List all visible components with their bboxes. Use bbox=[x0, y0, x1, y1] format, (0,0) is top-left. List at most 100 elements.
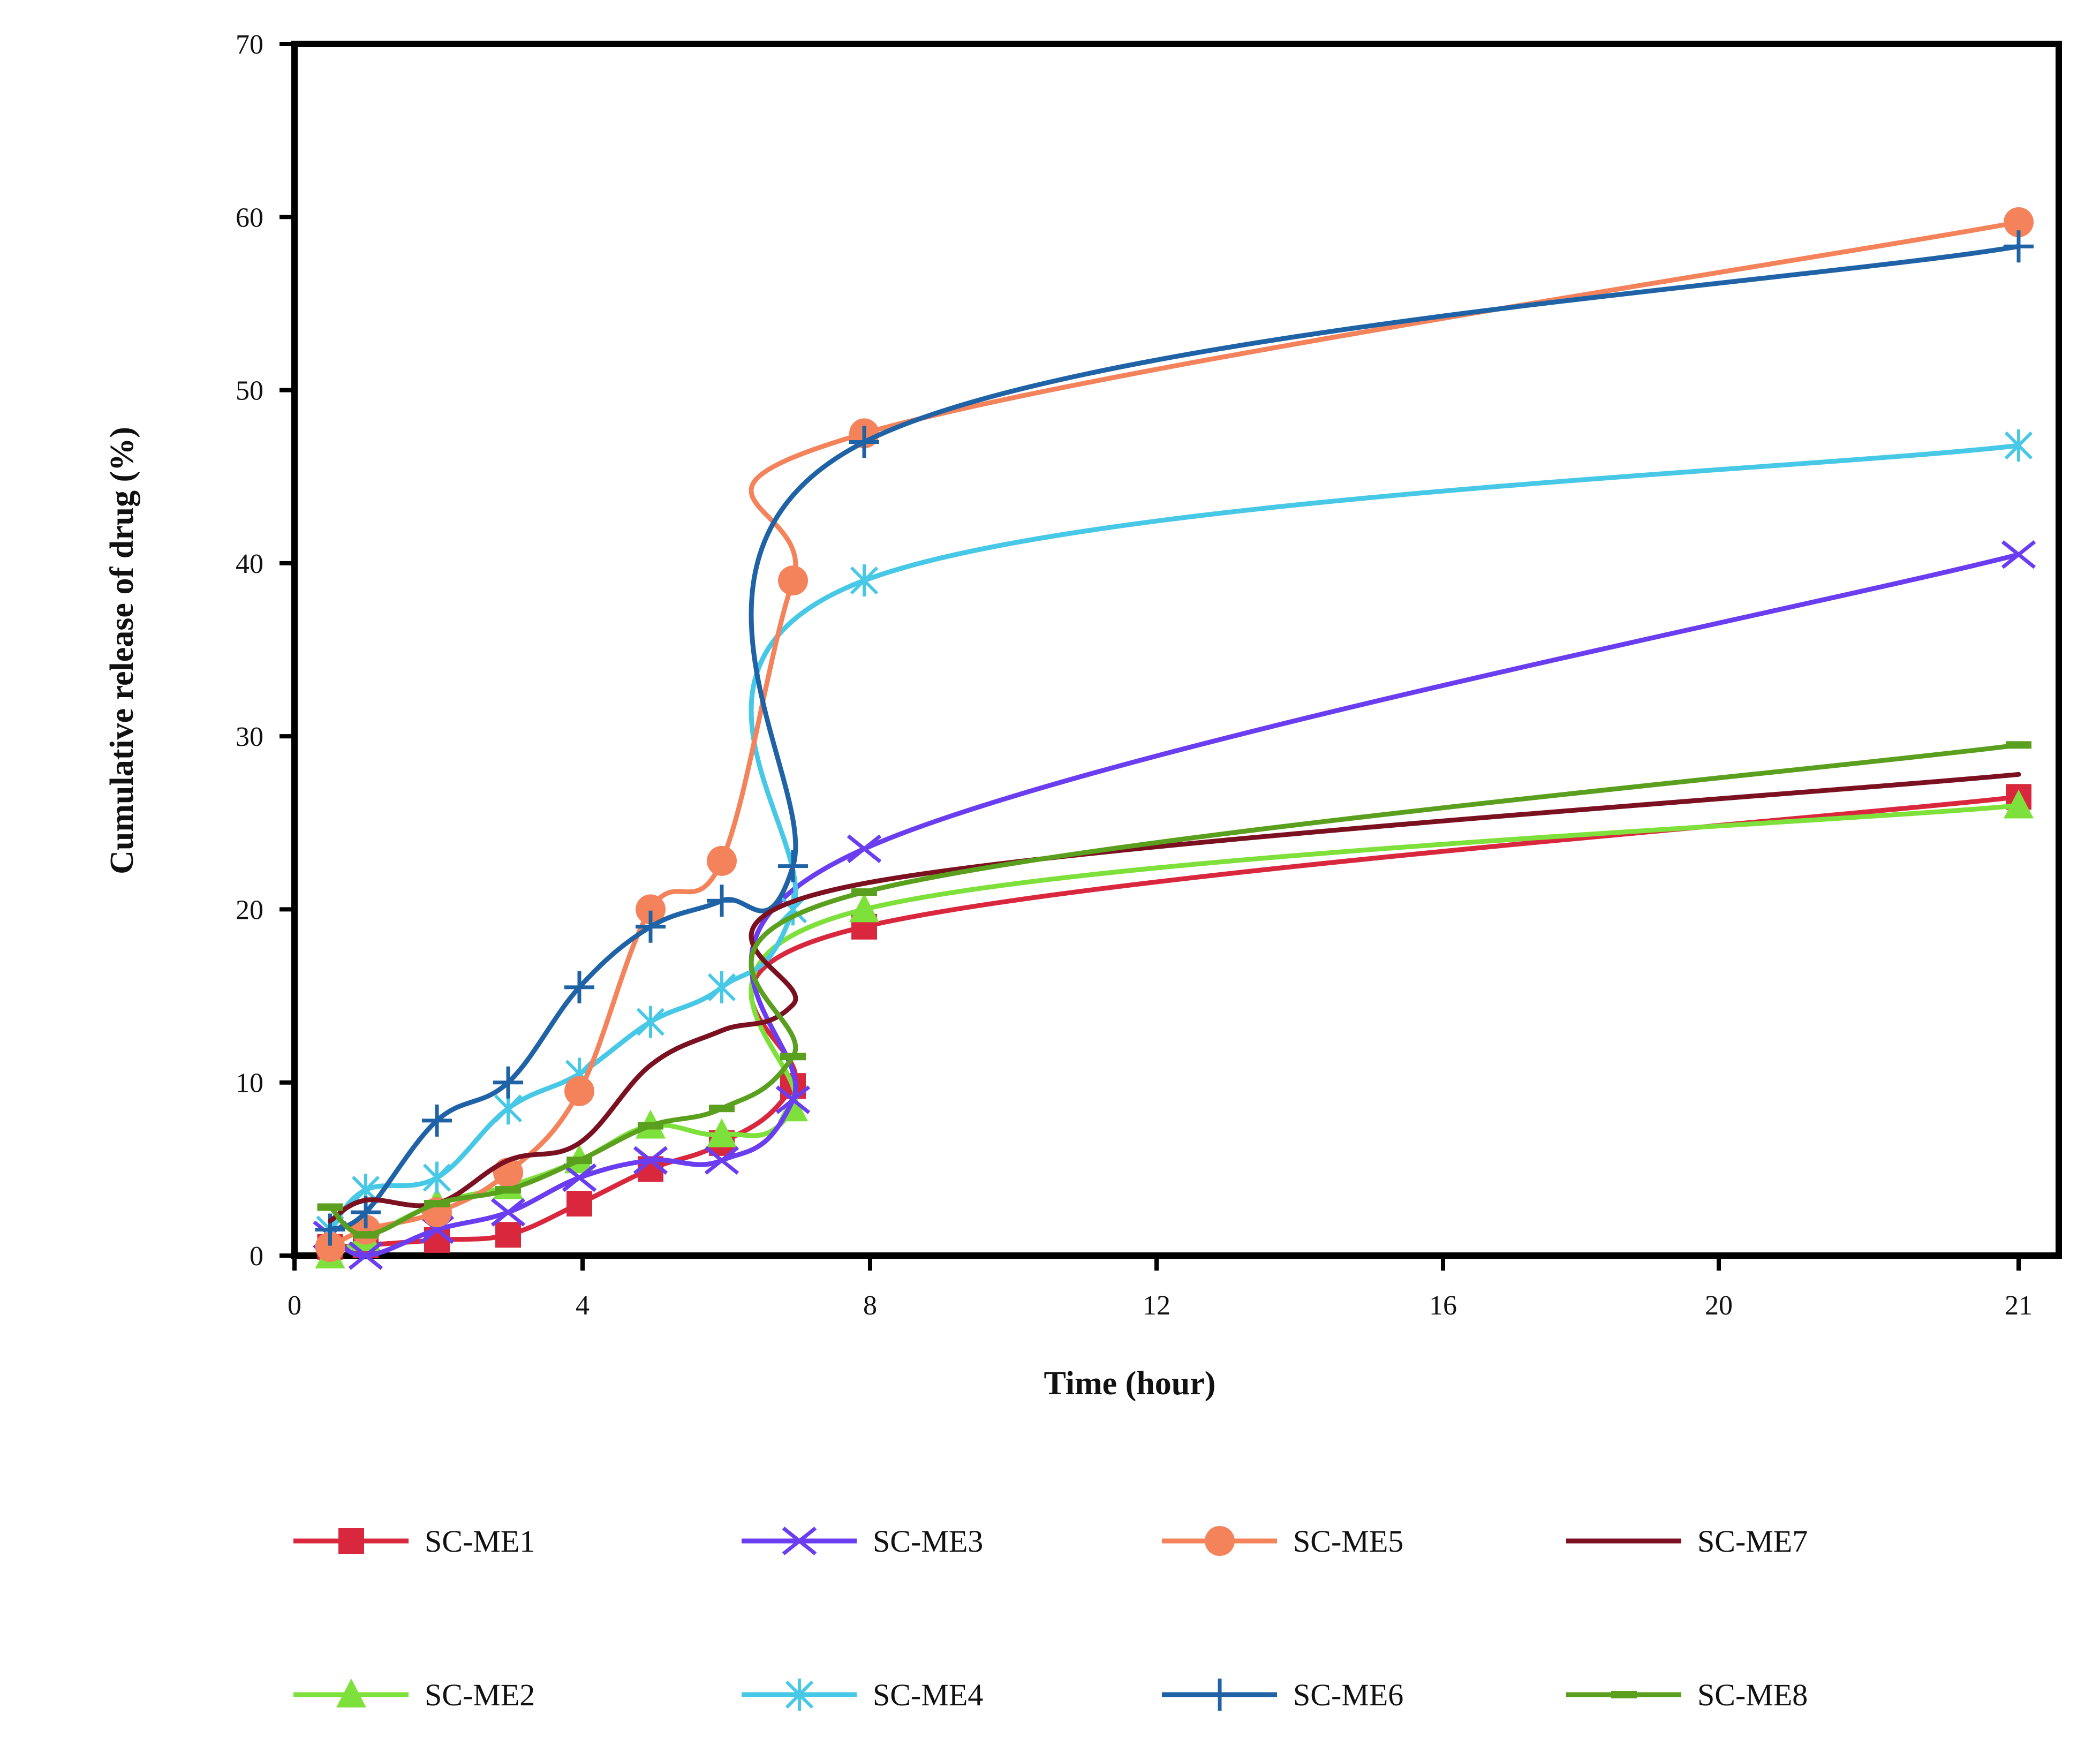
y-tick-label: 70 bbox=[236, 29, 263, 60]
sc-me5-point bbox=[2004, 207, 2034, 237]
legend-item-sc-me8: SC-ME8 bbox=[1566, 1677, 1808, 1712]
legend-marker-sc-me5 bbox=[1205, 1526, 1235, 1556]
sc-me5-point bbox=[315, 1231, 345, 1262]
x-tick-label: 8 bbox=[863, 1290, 877, 1321]
series-sc-me7 bbox=[328, 772, 2021, 1223]
sc-me8-point bbox=[851, 888, 877, 896]
series-sc-me5 bbox=[315, 207, 2034, 1262]
x-tick-label: 20 bbox=[1705, 1290, 1733, 1321]
legend-label-sc-me8: SC-ME8 bbox=[1697, 1677, 1808, 1712]
sc-me3-point bbox=[562, 1163, 597, 1192]
legend: SC-ME1 SC-ME3 SC-ME5 SC-ME7 SC-ME2 SC-ME4 SC-M… bbox=[293, 1524, 1808, 1712]
series-sc-me4 bbox=[316, 429, 2033, 1246]
legend-label-sc-me4: SC-ME4 bbox=[873, 1677, 983, 1712]
sc-me6-point bbox=[707, 885, 737, 917]
sc-me4-point bbox=[422, 1161, 451, 1194]
sc-me5-point bbox=[636, 894, 666, 925]
sc-me6-point bbox=[636, 910, 666, 943]
x-tick-label: 12 bbox=[1143, 1290, 1170, 1321]
sc-me2-line bbox=[328, 803, 2021, 1258]
series-sc-me1 bbox=[317, 784, 2031, 1260]
sc-me8-point bbox=[638, 1122, 663, 1130]
sc-me3-point bbox=[775, 1085, 811, 1114]
legend-marker-sc-me3 bbox=[782, 1527, 817, 1555]
sc-me8-point bbox=[780, 1053, 806, 1061]
sc-me1-point bbox=[495, 1222, 521, 1248]
sc-me1-line bbox=[328, 794, 2021, 1250]
sc-me2-point bbox=[849, 893, 879, 923]
sc-me3-point bbox=[490, 1198, 526, 1227]
sc-me3-line bbox=[328, 552, 2021, 1258]
sc-me8-point bbox=[2006, 741, 2031, 749]
sc-me3-point bbox=[633, 1146, 668, 1175]
y-tick-label: 50 bbox=[236, 376, 263, 406]
legend-marker-sc-me8 bbox=[1611, 1691, 1637, 1698]
x-tick-label: 21 bbox=[2005, 1290, 2033, 1321]
x-axis: 0 4 8 12 16 20 21 bbox=[288, 1256, 2033, 1321]
x-axis-title: Time (hour) bbox=[1044, 1365, 1216, 1402]
legend-label-sc-me1: SC-ME1 bbox=[425, 1524, 535, 1559]
y-tick-label: 0 bbox=[250, 1241, 263, 1272]
legend-label-sc-me5: SC-ME5 bbox=[1293, 1524, 1403, 1559]
sc-me8-point bbox=[495, 1186, 521, 1194]
legend-marker-sc-me4 bbox=[785, 1679, 814, 1711]
sc-me8-line bbox=[328, 742, 2021, 1237]
x-tick-label: 4 bbox=[576, 1290, 590, 1321]
legend-item-sc-me1: SC-ME1 bbox=[293, 1524, 535, 1559]
sc-me8-point bbox=[317, 1203, 343, 1211]
sc-me6-line bbox=[328, 244, 2021, 1232]
y-tick-label: 10 bbox=[236, 1068, 263, 1099]
sc-me5-point bbox=[564, 1076, 594, 1106]
sc-me4-point bbox=[850, 564, 879, 597]
series-layer bbox=[313, 207, 2036, 1270]
sc-me7-line bbox=[328, 772, 2021, 1223]
y-tick-label: 20 bbox=[236, 895, 263, 925]
legend-item-sc-me5: SC-ME5 bbox=[1162, 1524, 1403, 1559]
sc-me5-point bbox=[707, 845, 737, 876]
legend-marker-sc-me2 bbox=[336, 1679, 366, 1707]
legend-item-sc-me3: SC-ME3 bbox=[742, 1524, 983, 1559]
x-tick-label: 0 bbox=[288, 1290, 301, 1321]
legend-marker-sc-me6 bbox=[1205, 1679, 1235, 1711]
sc-me5-line bbox=[328, 220, 2021, 1250]
series-sc-me6 bbox=[315, 230, 2034, 1246]
y-axis: 0 10 20 30 40 50 60 70 bbox=[236, 29, 294, 1272]
plot-frame bbox=[291, 41, 2062, 1259]
sc-me8-point bbox=[353, 1231, 379, 1239]
y-axis-title: Cumulative release of drug (%) bbox=[104, 427, 140, 874]
legend-item-sc-me2: SC-ME2 bbox=[293, 1677, 535, 1712]
sc-me6-point bbox=[422, 1104, 452, 1137]
sc-me6-point bbox=[2004, 230, 2034, 263]
x-tick-label: 16 bbox=[1429, 1290, 1457, 1321]
sc-me4-point bbox=[2004, 429, 2033, 462]
sc-me8-point bbox=[424, 1200, 450, 1208]
legend-item-sc-me7: SC-ME7 bbox=[1566, 1524, 1808, 1559]
legend-label-sc-me7: SC-ME7 bbox=[1697, 1524, 1808, 1559]
sc-me3-point bbox=[2001, 540, 2036, 569]
sc-me8-point bbox=[709, 1105, 735, 1113]
sc-me4-point bbox=[707, 971, 736, 1003]
y-tick-label: 30 bbox=[236, 722, 263, 752]
legend-label-sc-me6: SC-ME6 bbox=[1293, 1677, 1403, 1712]
legend-label-sc-me3: SC-ME3 bbox=[873, 1524, 983, 1559]
sc-me3-point bbox=[348, 1241, 383, 1270]
sc-me4-point bbox=[636, 1006, 665, 1038]
y-tick-label: 40 bbox=[236, 549, 263, 579]
legend-item-sc-me4: SC-ME4 bbox=[742, 1677, 983, 1712]
y-tick-label: 60 bbox=[236, 202, 263, 233]
sc-me2-point bbox=[2004, 789, 2034, 819]
legend-label-sc-me2: SC-ME2 bbox=[425, 1677, 535, 1712]
sc-me4-line bbox=[328, 443, 2021, 1232]
sc-me3-point bbox=[704, 1146, 739, 1175]
plot-border bbox=[291, 41, 2062, 1259]
sc-me6-point bbox=[493, 1066, 523, 1099]
sc-me6-point bbox=[778, 850, 808, 882]
legend-marker-sc-me1 bbox=[338, 1528, 364, 1554]
sc-me8-point bbox=[566, 1157, 592, 1165]
sc-me3-point bbox=[847, 834, 882, 864]
legend-item-sc-me6: SC-ME6 bbox=[1162, 1677, 1403, 1712]
sc-me6-point bbox=[849, 426, 879, 458]
sc-me1-point bbox=[566, 1191, 592, 1217]
series-sc-me8 bbox=[317, 741, 2031, 1239]
